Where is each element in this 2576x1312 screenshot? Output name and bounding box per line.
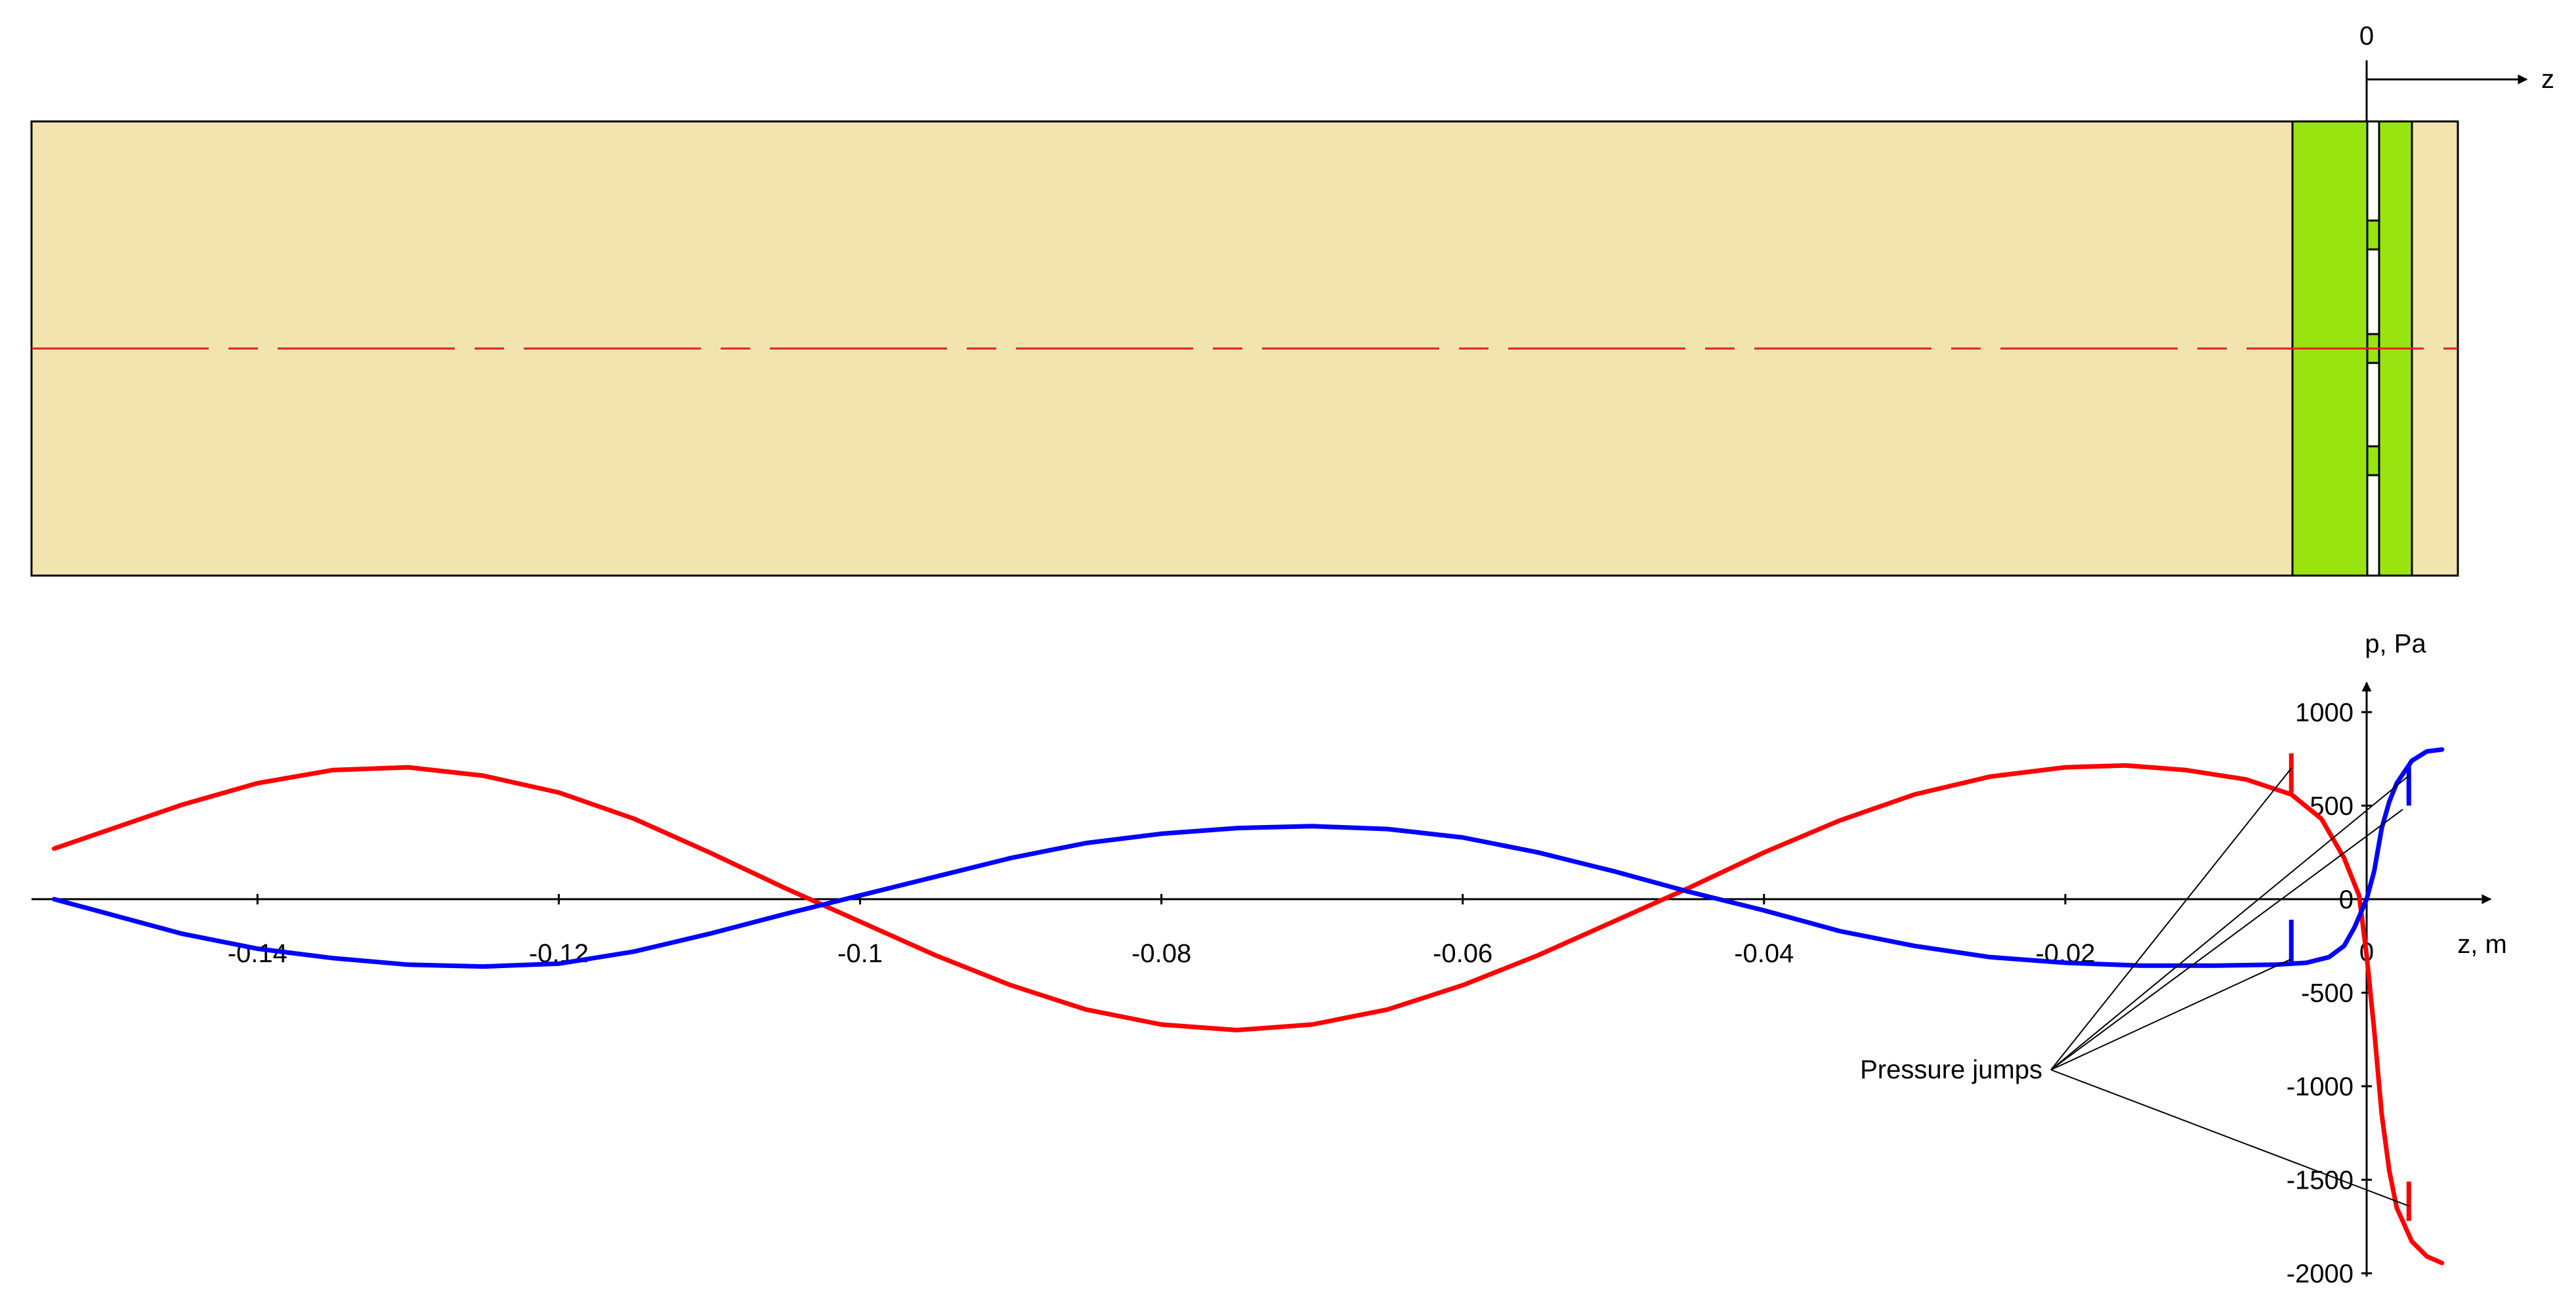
- x-tick-label: -0.08: [1131, 939, 1191, 968]
- pressure-curves: [51, 747, 2445, 1265]
- leader-line-4: [2050, 958, 2292, 1070]
- y-tick-label: -500: [2301, 979, 2354, 1008]
- x-tick-label: -0.04: [1734, 939, 1794, 968]
- leader-line-5: [2050, 1069, 2409, 1207]
- annotation-leaders: [2050, 767, 2409, 1207]
- plate-hole-3: [2366, 445, 2380, 476]
- y-tick-label: 0: [2339, 885, 2354, 914]
- leader-line-1: [2050, 767, 2292, 1070]
- z-axis-label: z: [2541, 65, 2554, 94]
- x-tick-label: -0.06: [1433, 939, 1492, 968]
- y-axis-label: p, Pa: [2365, 629, 2426, 658]
- duct-schematic: 0 z: [30, 22, 2554, 577]
- y-tick-label: -1000: [2287, 1072, 2354, 1101]
- y-tick-label: -2000: [2287, 1259, 2354, 1288]
- y-tick-label: 1000: [2295, 698, 2354, 727]
- leader-line-2: [2050, 775, 2409, 1070]
- x-axis-label: z, m: [2457, 930, 2507, 959]
- pressure-graph: -0.14 -0.12 -0.1 -0.08 -0.06 -0.04 -0.02 010005…: [32, 629, 2507, 1288]
- pressure-jumps-annotation: Pressure jumps: [1860, 1055, 2042, 1084]
- x-tick-label: -0.1: [837, 939, 883, 968]
- pressure-curve-1: [51, 763, 2445, 1265]
- leader-line-3: [2050, 809, 2403, 1070]
- plate-hole-1: [2366, 219, 2380, 251]
- pressure-curve-2: [51, 747, 2445, 969]
- origin-label: 0: [2359, 22, 2374, 51]
- axes: -0.14 -0.12 -0.1 -0.08 -0.06 -0.04 -0.02 010005…: [32, 681, 2492, 1288]
- pressure-jump-markers: [2289, 753, 2411, 1221]
